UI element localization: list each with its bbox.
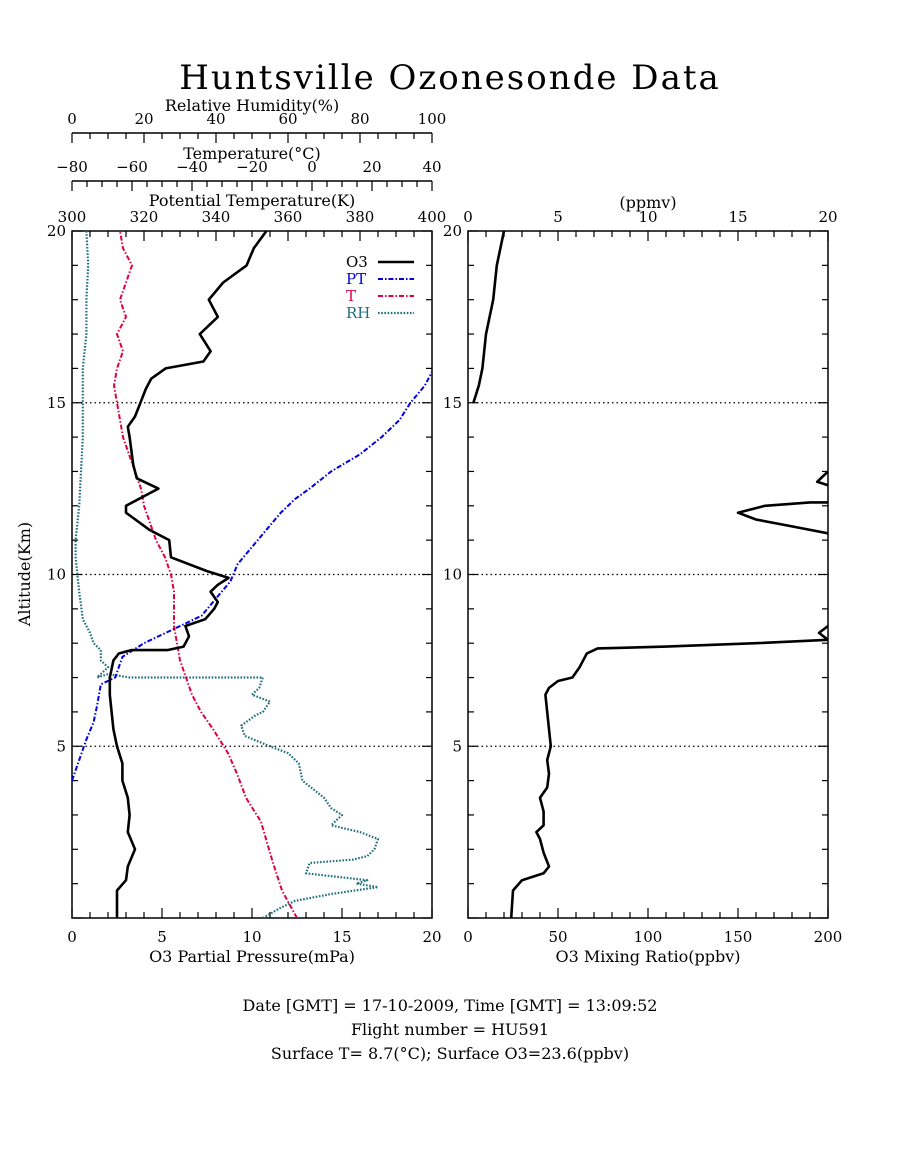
right-panel-ytick-label: 5 [452, 737, 462, 755]
mixing-ratio-line-2 [815, 470, 828, 487]
footer-date-time: Date [GMT] = 17-10-2009, Time [GMT] = 13… [242, 996, 658, 1015]
right-panel-ytick-label: 15 [443, 394, 462, 412]
mixing-ratio-axis-tick-label: 200 [814, 928, 843, 946]
o3-pressure-axis-tick-label: 20 [422, 928, 441, 946]
o3-pressure-axis-tick-label: 0 [67, 928, 77, 946]
ppmv-axis-tick-label: 0 [463, 208, 473, 226]
mixing-ratio-axis-tick-label: 0 [463, 928, 473, 946]
pt-axis-tick-label: 380 [346, 208, 375, 226]
right-panel-ytick-label: 20 [443, 222, 462, 240]
o3-pressure-axis-label: O3 Partial Pressure(mPa) [149, 947, 355, 966]
pt-axis-tick-label: 300 [58, 208, 87, 226]
temperature-axis-label: Temperature(°C) [183, 144, 321, 163]
series-o3-line [108, 231, 268, 918]
left-panel-ytick-label: 15 [47, 394, 66, 412]
legend-label-t: T [346, 287, 356, 305]
legend-label-rh: RH [346, 304, 370, 322]
series-t-line [113, 231, 298, 918]
mixing-ratio-axis-tick-label: 100 [634, 928, 663, 946]
right-panel-ytick-label: 10 [443, 566, 462, 584]
footer-surface-values: Surface T= 8.7(°C); Surface O3=23.6(ppbv… [270, 1044, 630, 1063]
ppmv-axis-tick-label: 20 [818, 208, 837, 226]
left-panel-ytick-label: 5 [56, 737, 66, 755]
rh-axis-tick-label: 100 [418, 110, 447, 128]
page-title: Huntsville Ozonesonde Data [179, 58, 721, 98]
rh-axis-label: Relative Humidity(%) [165, 96, 339, 115]
mixing-ratio-axis-tick-label: 150 [724, 928, 753, 946]
legend-label-o3: O3 [346, 253, 368, 271]
temperature-axis-tick-label: 40 [422, 158, 441, 176]
temperature-axis-tick-label: 0 [307, 158, 317, 176]
temperature-axis-tick-label: −40 [176, 158, 208, 176]
altitude-axis-label: Altitude(Km) [15, 522, 34, 627]
mixing-ratio-line-1 [736, 501, 828, 535]
pt-axis-tick-label: 360 [274, 208, 303, 226]
series-pt-line [72, 371, 432, 781]
legend-label-pt: PT [346, 270, 366, 288]
temperature-axis-tick-label: −80 [56, 158, 88, 176]
footer-flight-number: Flight number = HU591 [350, 1020, 550, 1039]
temperature-axis-tick-label: 20 [362, 158, 381, 176]
mixing-ratio-line-3 [472, 231, 506, 404]
pt-axis-tick-label: 340 [202, 208, 231, 226]
series-rh-line [74, 231, 380, 918]
ppmv-axis-label: (ppmv) [619, 193, 676, 212]
o3-pressure-axis-tick-label: 5 [157, 928, 167, 946]
temperature-axis-tick-label: −20 [236, 158, 268, 176]
rh-axis-tick-label: 0 [67, 110, 77, 128]
pt-axis-label: Potential Temperature(K) [149, 191, 356, 210]
o3-pressure-axis-tick-label: 10 [242, 928, 261, 946]
pt-axis-tick-label: 320 [130, 208, 159, 226]
left-panel-ytick-label: 10 [47, 566, 66, 584]
rh-axis-tick-label: 80 [350, 110, 369, 128]
mixing-ratio-axis-tick-label: 50 [548, 928, 567, 946]
rh-axis-tick-label: 20 [134, 110, 153, 128]
o3-pressure-axis-tick-label: 15 [332, 928, 351, 946]
rh-axis-tick-label: 40 [206, 110, 225, 128]
temperature-axis-tick-label: −60 [116, 158, 148, 176]
ppmv-axis-tick-label: 10 [638, 208, 657, 226]
rh-axis-tick-label: 60 [278, 110, 297, 128]
ppmv-axis-tick-label: 5 [553, 208, 563, 226]
mixing-ratio-line-0 [509, 624, 828, 918]
mixing-ratio-axis-label: O3 Mixing Ratio(ppbv) [555, 947, 740, 966]
pt-axis-tick-label: 400 [418, 208, 447, 226]
left-panel-ytick-label: 20 [47, 222, 66, 240]
ppmv-axis-tick-label: 15 [728, 208, 747, 226]
